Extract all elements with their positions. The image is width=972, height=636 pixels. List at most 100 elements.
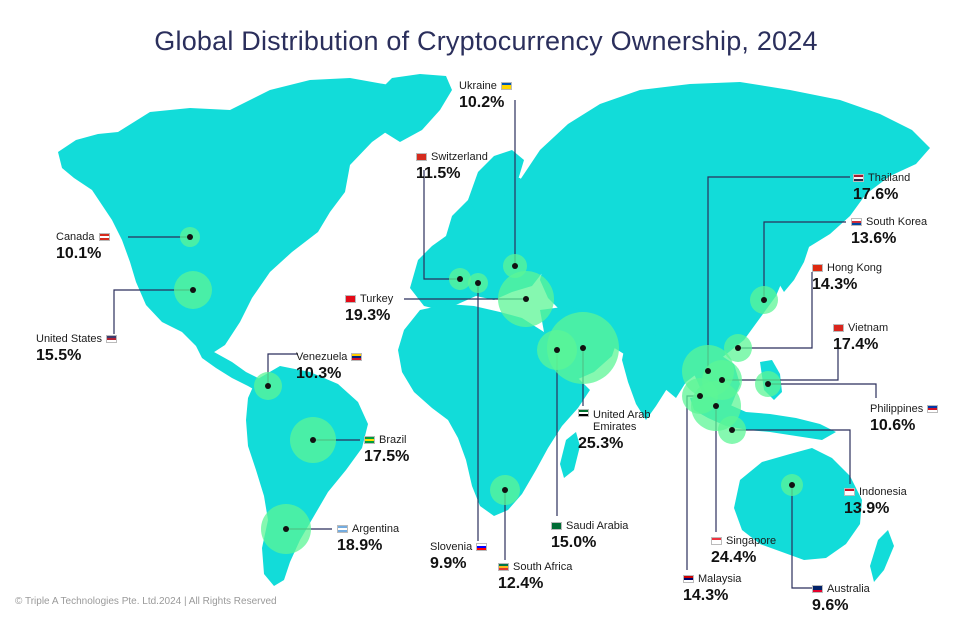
country-name: Australia	[827, 583, 870, 595]
scandinavia-shape	[468, 150, 524, 214]
united-arab-emirates-label: United Arab Emirates 25.3%	[578, 409, 650, 453]
land-masses	[58, 74, 930, 586]
country-value: 15.0%	[551, 534, 597, 551]
country-name-row: Malaysia	[683, 573, 741, 585]
country-name: Slovenia	[430, 541, 473, 553]
hong-kong-connector	[738, 272, 813, 349]
country-name-row: South Korea	[851, 216, 927, 228]
switzerland-dot	[457, 276, 463, 282]
japan-shape	[778, 234, 810, 292]
country-name-row: Argentina	[337, 523, 399, 535]
greenland-shape	[372, 74, 452, 142]
hong-kong-flag-icon	[812, 264, 823, 272]
country-value: 19.3%	[345, 307, 391, 324]
country-name-row: Turkey	[345, 293, 393, 305]
country-value: 15.5%	[36, 347, 82, 364]
country-name-row: Philippines	[870, 403, 939, 415]
australia-shape	[734, 448, 862, 560]
country-value: 10.3%	[296, 365, 342, 382]
madagascar-shape	[560, 432, 580, 478]
united-states-label: United States 15.5%	[36, 333, 118, 365]
country-name-row: Venezuela	[296, 351, 363, 363]
ukraine-dot	[512, 263, 518, 269]
brazil-dot	[310, 437, 316, 443]
connector-lines	[113, 100, 877, 589]
malaysia-dot	[697, 393, 703, 399]
country-name-row: Saudi Arabia	[551, 520, 628, 532]
country-name-row: Thailand	[853, 172, 910, 184]
venezuela-flag-icon	[351, 353, 363, 361]
australia-label: Australia 9.6%	[812, 583, 870, 615]
central-america-shape	[196, 346, 270, 394]
country-value: 25.3%	[578, 435, 624, 452]
country-value: 14.3%	[812, 276, 858, 293]
brazil-label: Brazil 17.5%	[364, 434, 409, 466]
singapore-dot	[713, 403, 719, 409]
country-value: 17.6%	[853, 186, 899, 203]
vietnam-flag-icon	[833, 324, 844, 332]
malaysia-flag-icon	[683, 575, 694, 583]
country-value: 12.4%	[498, 575, 544, 592]
hong-kong-label: Hong Kong 14.3%	[812, 262, 882, 294]
country-name-line: United Arab	[593, 409, 651, 421]
country-name-row: Australia	[812, 583, 870, 595]
country-name: South Africa	[513, 561, 573, 573]
country-name: Thailand	[868, 172, 911, 184]
switzerland-label: Switzerland 11.5%	[416, 151, 488, 183]
singapore-label: Singapore 24.4%	[711, 535, 776, 567]
brazil-flag-icon	[364, 436, 375, 444]
country-name: Singapore	[726, 535, 777, 547]
philippines-flag-icon	[927, 405, 939, 413]
turkey-flag-icon	[345, 295, 356, 303]
turkey-label: Turkey 19.3%	[345, 293, 393, 325]
copyright-text: © Triple A Technologies Pte. Ltd.2024 | …	[15, 596, 277, 607]
saudi-arabia-dot	[554, 347, 560, 353]
argentina-label: Argentina 18.9%	[337, 523, 399, 555]
country-name-row: Singapore	[711, 535, 776, 547]
country-name-row: Slovenia	[430, 541, 488, 553]
country-value: 10.1%	[56, 245, 102, 262]
country-name: Argentina	[352, 523, 400, 535]
country-value: 10.6%	[870, 417, 916, 434]
united-arab-emirates-dot	[580, 345, 586, 351]
australia-connector	[791, 485, 818, 589]
slovenia-label: Slovenia 9.9%	[430, 541, 488, 573]
country-value: 17.4%	[833, 336, 879, 353]
indonesia-connector	[732, 429, 851, 484]
south-africa-flag-icon	[498, 563, 509, 571]
country-name-row: Indonesia	[844, 486, 907, 498]
thailand-connector	[707, 176, 850, 371]
country-name: Brazil	[379, 434, 407, 446]
country-name: Canada	[56, 231, 95, 243]
country-name: Ukraine	[459, 80, 497, 92]
south-africa-label: South Africa 12.4%	[498, 561, 572, 593]
north-america-shape	[58, 78, 418, 356]
country-value: 14.3%	[683, 587, 729, 604]
country-name-row: Switzerland	[416, 151, 488, 163]
country-name-row: Brazil	[364, 434, 409, 446]
asia-shape	[520, 82, 930, 398]
country-name: Saudi Arabia	[566, 520, 629, 532]
indonesia-label: Indonesia 13.9%	[844, 486, 907, 518]
country-value: 18.9%	[337, 537, 383, 554]
country-name: Turkey	[360, 293, 394, 305]
australia-flag-icon	[812, 585, 823, 593]
indonesia-dot	[729, 427, 735, 433]
hong-kong-dot	[735, 345, 741, 351]
saudi-arabia-flag-icon	[551, 522, 562, 530]
south-africa-dot	[502, 487, 508, 493]
venezuela-dot	[265, 383, 271, 389]
united-states-flag-icon	[106, 335, 118, 343]
turkey-dot	[523, 296, 529, 302]
ukraine-flag-icon	[500, 82, 512, 90]
thailand-flag-icon	[853, 174, 864, 182]
country-name-row: Hong Kong	[812, 262, 882, 274]
country-value: 17.5%	[364, 448, 410, 465]
country-name: United States	[36, 333, 103, 345]
canada-label: Canada 10.1%	[56, 231, 110, 263]
page-title: Global Distribution of Cryptocurrency Ow…	[154, 26, 818, 56]
south-korea-connector	[763, 221, 846, 300]
country-name: Hong Kong	[827, 262, 883, 274]
singapore-flag-icon	[711, 537, 722, 545]
